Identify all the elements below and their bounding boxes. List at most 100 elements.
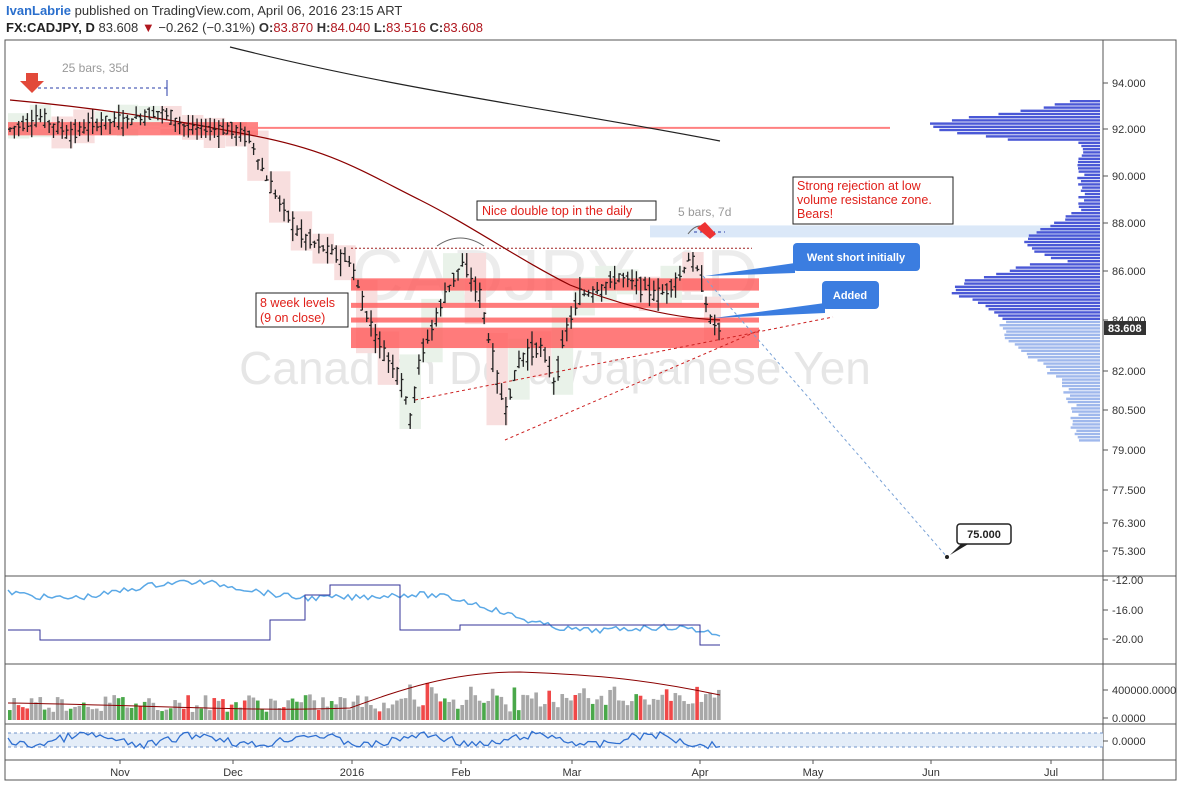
volume-bar [638,695,643,720]
volume-bar [73,706,77,720]
volume-panel[interactable]: 400000.0000 0.0000 [7,671,1176,725]
profile-bar [1021,349,1100,352]
ohlc-bars [8,104,722,429]
added-callout[interactable]: Added [714,281,879,318]
volume-bar [590,703,595,720]
profile-bar [1047,372,1100,375]
time-axis[interactable]: Nov Dec 2016 Feb Mar Apr May Jun Jul [110,760,1058,779]
volume-bar [264,711,269,720]
projection-line [702,275,948,558]
callout-text: Added [833,290,867,302]
volume-bar [429,687,434,720]
profile-bar [930,122,1100,125]
volume-bar [530,698,534,720]
profile-bar [1077,160,1100,164]
profile-bar [1006,320,1100,324]
volume-bar [142,701,147,720]
short-callout[interactable]: Went short initially [705,243,920,276]
moving-averages [9,46,721,321]
volume-bar [225,711,230,720]
volume-bar [377,711,382,720]
volume-bar [699,701,704,720]
callout-text-2: volume resistance zone. [797,193,932,207]
profile-bar [1015,266,1100,269]
sma-slow [229,46,721,142]
volume-bar [577,693,582,720]
profile-bar [1020,109,1100,112]
osc-band [8,733,1103,747]
profile-bar [964,282,1100,285]
profile-bar [1072,420,1100,423]
volume-bar [325,706,330,720]
symbol-label[interactable]: FX:CADJPY, D [6,20,95,35]
volume-bar [551,701,556,720]
volume-bar [538,706,543,720]
down-arrow-icon: ▼ [141,20,155,35]
callout-box [792,176,954,225]
volume-bar [147,698,151,720]
callout-pointer [705,263,795,276]
volume-bar [451,699,456,720]
volume-bar [660,694,665,720]
profile-bar [951,292,1100,295]
profile-bar [998,112,1100,116]
target-callout[interactable]: 75.000 [702,275,1012,559]
profile-bar [1077,436,1100,439]
volume-bar [190,711,195,720]
week-levels-callout[interactable]: 8 week levels (9 on close) [255,292,349,328]
volume-bar [173,700,177,720]
volume-bar [334,704,338,720]
bars-range-top[interactable]: 25 bars, 35d [32,61,168,96]
profile-bar [1062,384,1100,388]
volume-bar [103,696,108,720]
volume-bar [260,708,264,720]
price-axis[interactable]: 94.00092.00090.00088.00086.00084.00082.0… [1103,78,1146,558]
profile-bar [1082,148,1100,151]
volume-bar [125,707,130,720]
volume-bar [364,696,369,720]
profile-bar [1007,138,1100,141]
callout-pointer [714,303,825,318]
callout-bubble [822,281,879,309]
quote-line: FX:CADJPY, D 83.608 ▼ −0.262 (−0.31%) O:… [6,19,1176,36]
profile-bar [939,128,1100,132]
volume-tick-label: 400000.0000 [1112,685,1176,697]
volume-bar [599,695,604,720]
resistance-zone [351,302,759,308]
oscillator-panel-2[interactable]: 0.0000 [7,730,1146,750]
volume-bar [134,703,138,720]
oscillator-panel-1[interactable]: -12.00 -16.00 -20.00 [7,575,1143,646]
author-link[interactable]: IvanLabrie [6,3,72,18]
rejection-callout[interactable]: Strong rejection at low volume resistanc… [792,176,954,225]
bars-range-mid[interactable]: 5 bars, 7d [678,205,731,239]
profile-bar [1072,423,1100,426]
volume-bar [369,705,373,720]
time-tick-label: Jul [1044,767,1058,779]
profile-bar [1018,346,1100,349]
close-label: C: [429,20,444,35]
double-top-callout[interactable]: Nice double top in the daily [436,200,657,247]
week-box [334,245,356,281]
volume-bar [717,689,721,720]
profile-bar [1072,410,1100,413]
volume-bar [521,694,525,720]
profile-bar [1002,327,1100,330]
double-top-arc [436,237,485,247]
volume-bar [543,704,547,720]
profile-bar [972,298,1100,301]
close-value: 83.608 [443,20,483,35]
volume-bar [164,709,169,720]
volume-bar [704,694,708,720]
callout-box [255,292,349,328]
volume-bar [425,682,430,720]
volume-bar [386,708,391,720]
volume-ma [7,671,721,710]
profile-bar [968,116,1100,119]
price-change: −0.262 (−0.31%) [158,20,256,35]
volume-bar [499,696,504,720]
profile-bar [1069,394,1100,397]
profile-bar [1054,103,1100,106]
volume-bar [277,708,282,720]
sma-fast [9,99,721,321]
